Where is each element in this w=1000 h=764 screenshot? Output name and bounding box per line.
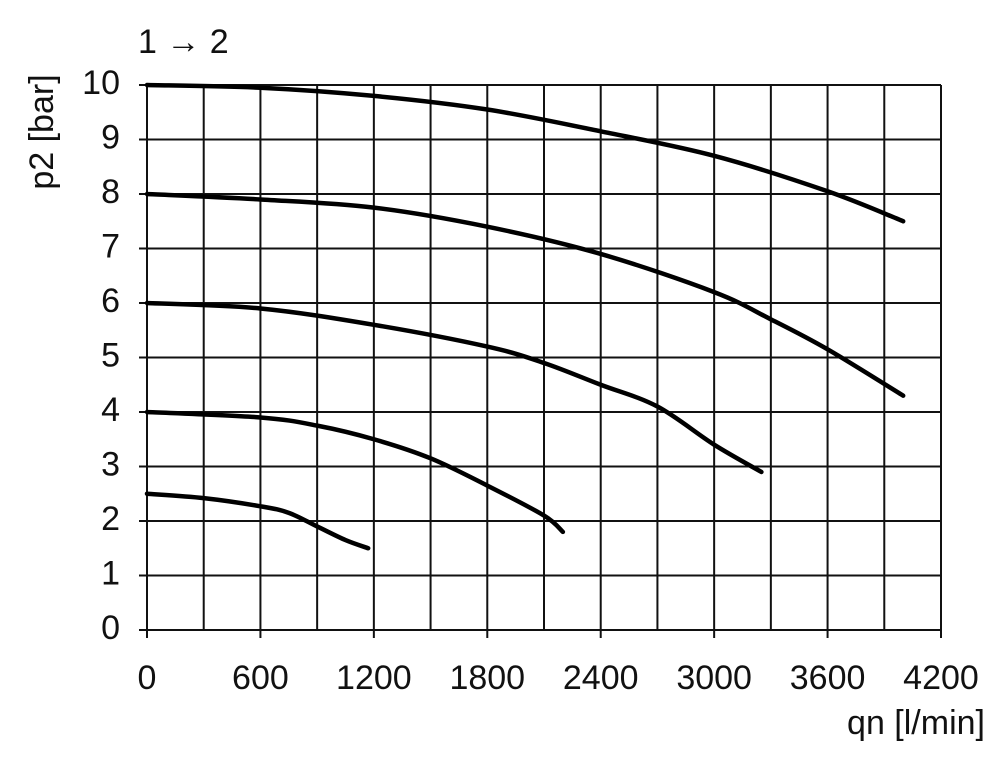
curve bbox=[144, 191, 906, 398]
y-tick-label: 6 bbox=[101, 282, 120, 320]
y-tick-label: 4 bbox=[101, 391, 120, 429]
y-axis-label: p2 [bar] bbox=[23, 74, 61, 189]
x-tick-label: 4200 bbox=[903, 659, 979, 697]
curve bbox=[144, 300, 764, 475]
y-tick-label: 9 bbox=[101, 118, 120, 156]
x-tick-label: 0 bbox=[138, 659, 157, 697]
curve bbox=[144, 491, 371, 551]
x-tick-label: 1800 bbox=[449, 659, 525, 697]
x-tick-label: 600 bbox=[232, 659, 289, 697]
y-tick-label: 3 bbox=[101, 445, 120, 483]
y-tick-label: 2 bbox=[101, 500, 120, 538]
chart-title: 1 → 2 bbox=[138, 23, 229, 61]
y-tick-label: 0 bbox=[101, 609, 120, 647]
curve bbox=[144, 409, 566, 535]
y-tick-label: 8 bbox=[101, 173, 120, 211]
x-tick-label: 3000 bbox=[676, 659, 752, 697]
x-tick-label: 3600 bbox=[790, 659, 866, 697]
y-tick-label: 7 bbox=[101, 227, 120, 265]
y-tick-label: 1 bbox=[101, 554, 120, 592]
curve bbox=[144, 82, 906, 224]
x-tick-label: 2400 bbox=[563, 659, 639, 697]
x-tick-label: 1200 bbox=[336, 659, 412, 697]
x-axis-label: qn [l/min] bbox=[847, 704, 985, 742]
y-tick-label: 5 bbox=[101, 336, 120, 374]
y-tick-label: 10 bbox=[82, 64, 120, 102]
